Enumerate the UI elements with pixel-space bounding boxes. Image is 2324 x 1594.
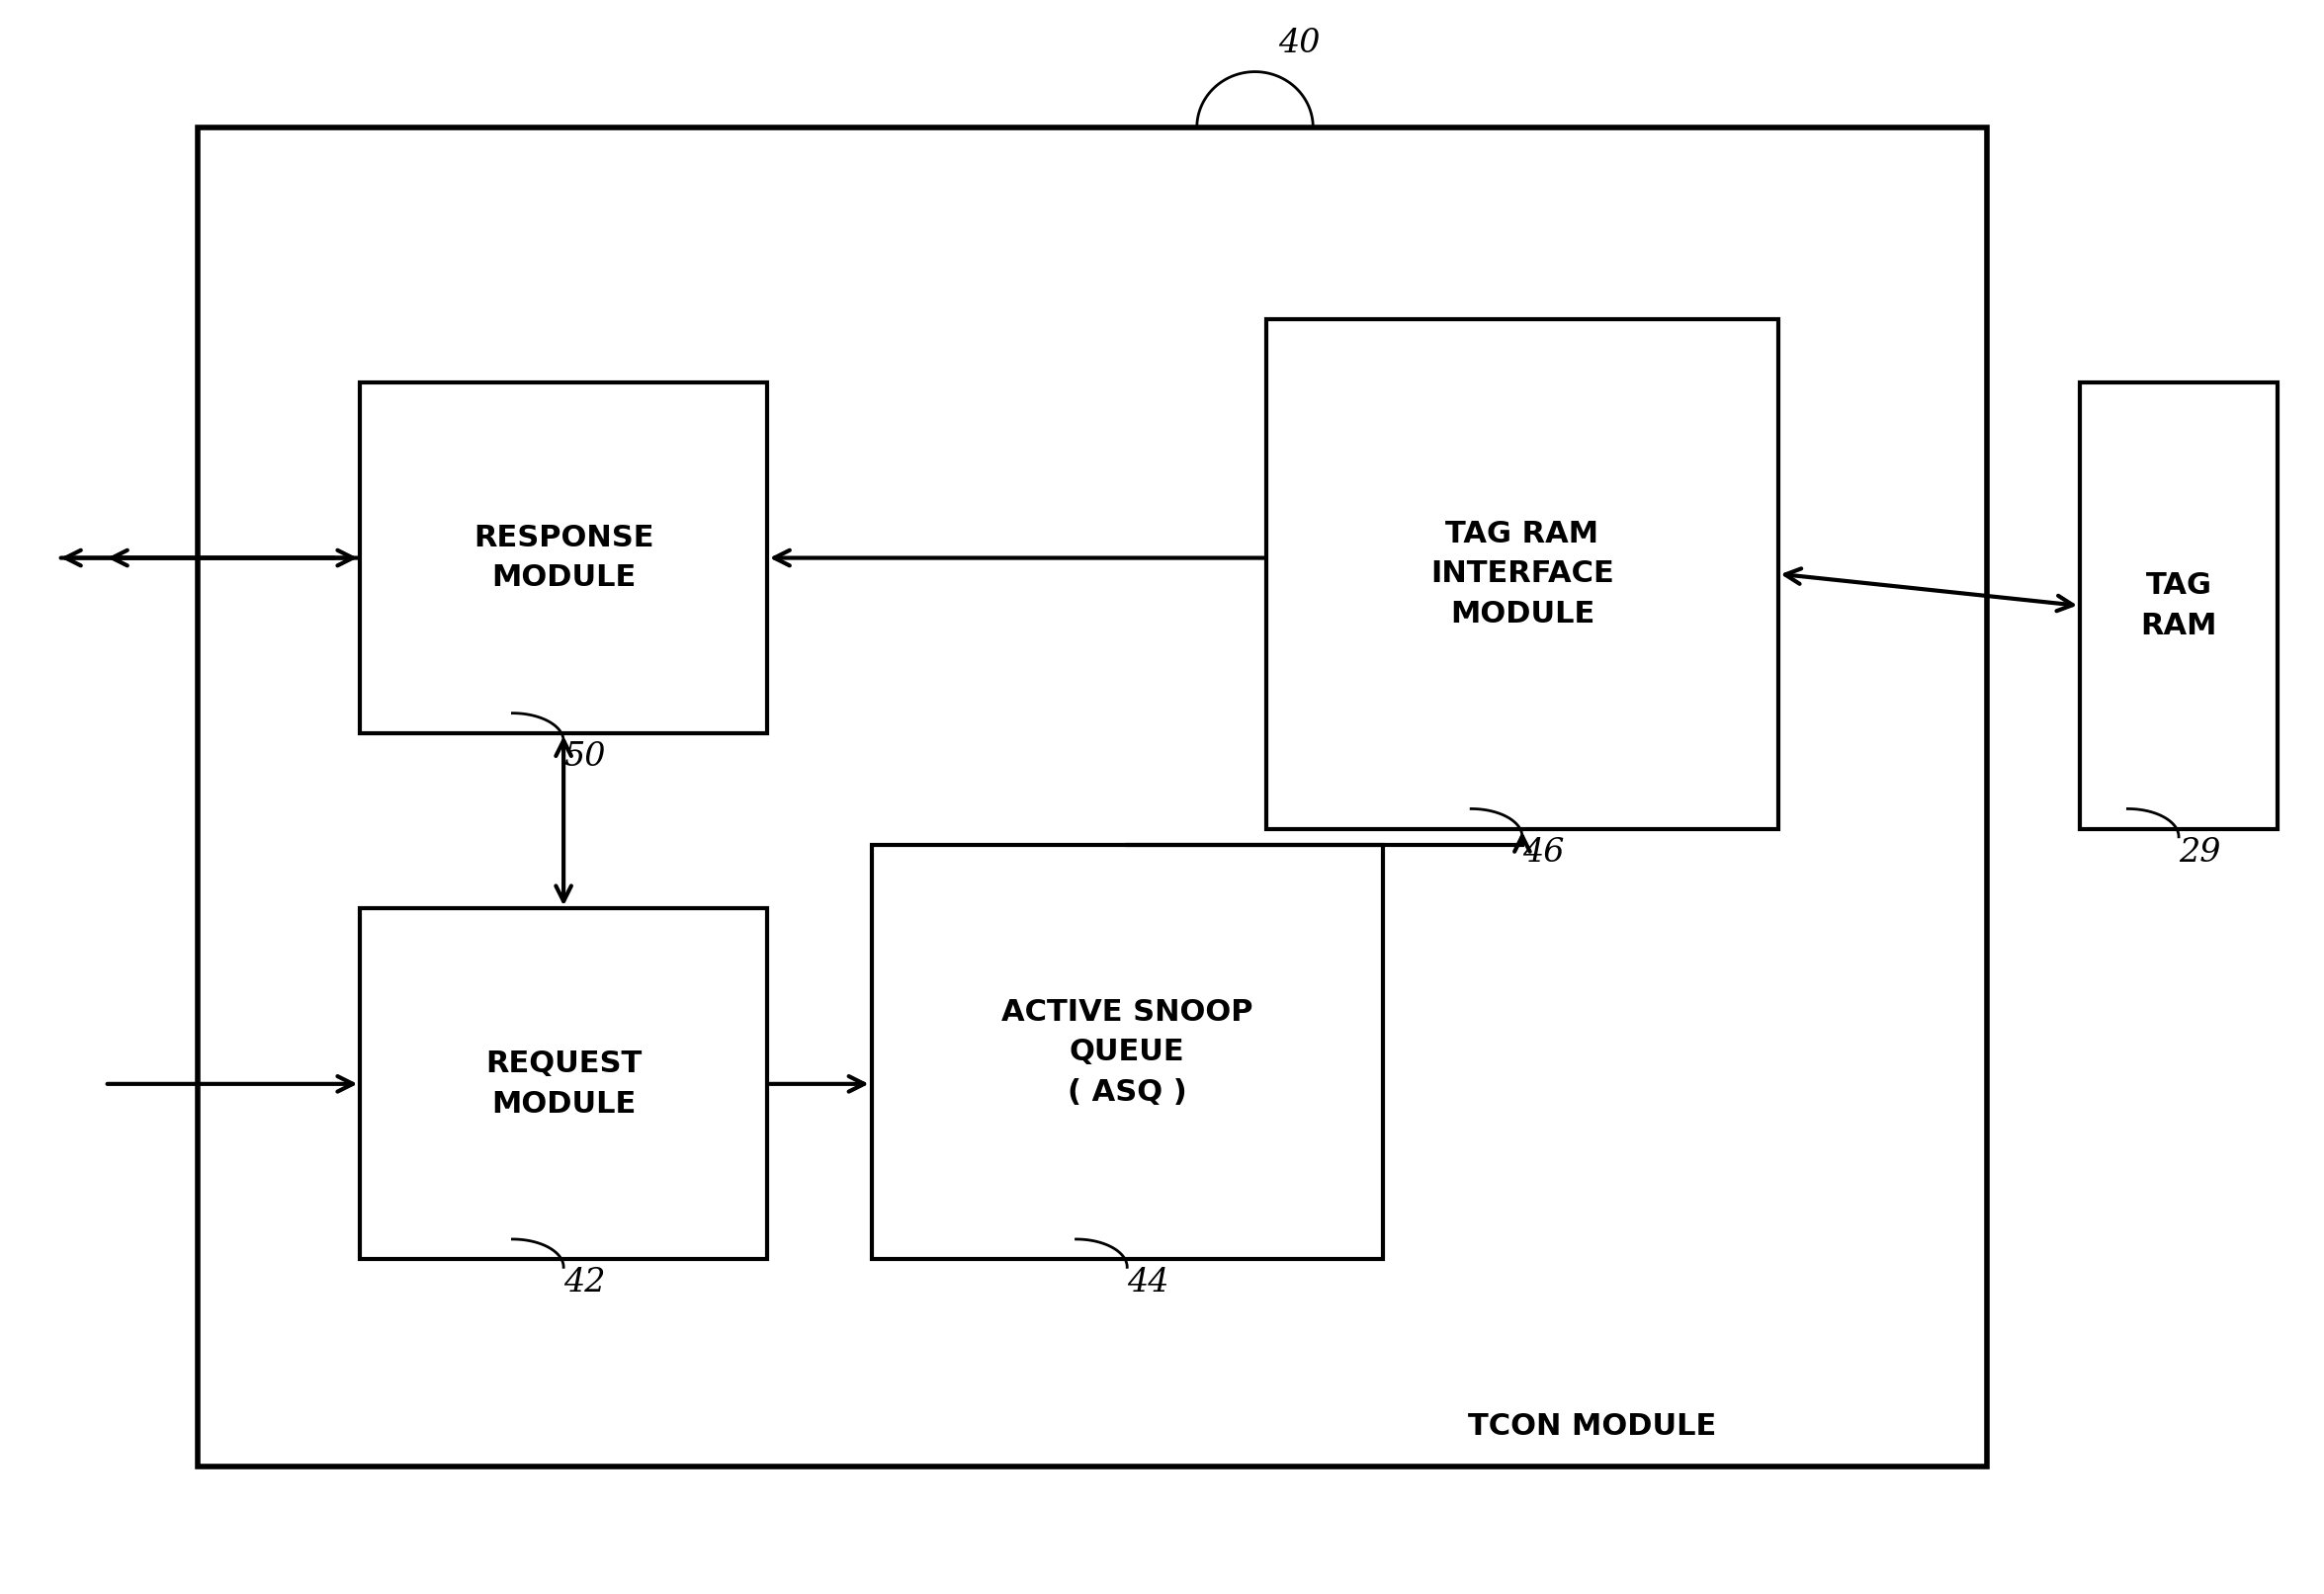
- Text: TAG RAM
INTERFACE
MODULE: TAG RAM INTERFACE MODULE: [1429, 520, 1615, 628]
- Text: REQUEST
MODULE: REQUEST MODULE: [486, 1049, 641, 1119]
- Bar: [198, 128, 1987, 1466]
- Bar: [1267, 319, 1778, 829]
- Text: RESPONSE
MODULE: RESPONSE MODULE: [474, 523, 653, 593]
- Text: 46: 46: [1522, 837, 1564, 869]
- Text: TAG
RAM: TAG RAM: [2140, 571, 2217, 641]
- Text: 50: 50: [562, 741, 607, 773]
- Text: ACTIVE SNOOP
QUEUE
( ASQ ): ACTIVE SNOOP QUEUE ( ASQ ): [1002, 998, 1253, 1106]
- Text: 42: 42: [562, 1267, 607, 1299]
- Text: 44: 44: [1127, 1267, 1169, 1299]
- Bar: [360, 383, 767, 733]
- Bar: [872, 845, 1383, 1259]
- Text: TCON MODULE: TCON MODULE: [1469, 1412, 1715, 1441]
- Text: 29: 29: [2180, 837, 2222, 869]
- Bar: [2080, 383, 2278, 829]
- Bar: [360, 909, 767, 1259]
- Text: 40: 40: [1278, 27, 1320, 59]
